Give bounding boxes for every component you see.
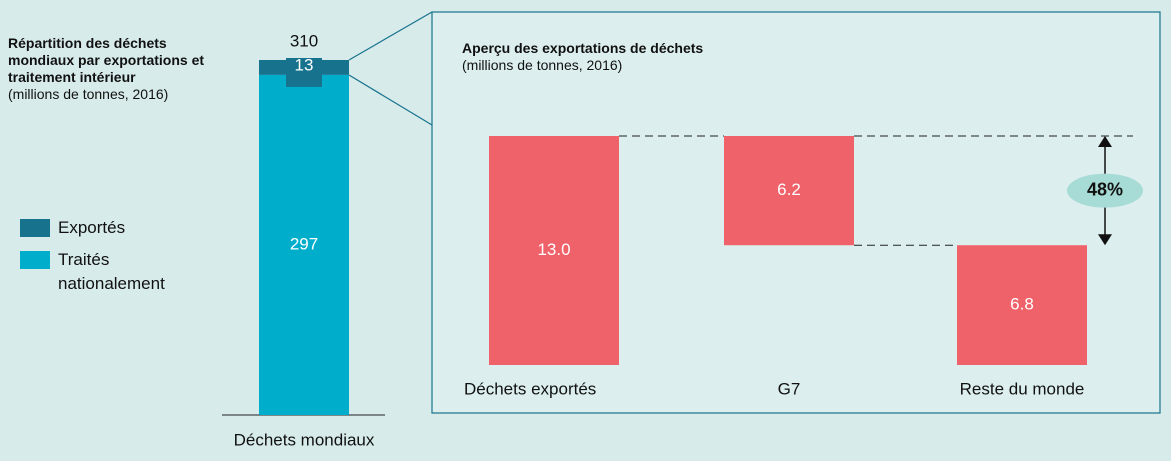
bar xyxy=(957,245,1087,365)
bar xyxy=(489,136,619,365)
left-heading: Répartition des déchets mondiaux par exp… xyxy=(8,35,228,103)
legend-label: Exportés xyxy=(58,218,126,237)
value-label: 13.0 xyxy=(537,240,570,259)
right-title: Aperçu des exportations de déchets xyxy=(462,40,704,56)
annotation: 48% xyxy=(1087,179,1123,199)
left-subtitle: (millions de tonnes, 2016) xyxy=(8,86,169,102)
value-label: 6.8 xyxy=(1010,295,1034,314)
label-box xyxy=(286,58,322,87)
right-heading: Aperçu des exportations de déchets (mill… xyxy=(462,40,862,74)
value-label: 297 xyxy=(290,234,318,253)
annotation-bubble xyxy=(1067,173,1143,208)
legend-swatch xyxy=(20,251,50,269)
value-label: 6.2 xyxy=(777,180,801,199)
left-title: Répartition des déchets mondiaux par exp… xyxy=(8,35,205,85)
arrow-head xyxy=(1098,234,1112,246)
total-label: 310 xyxy=(290,31,318,50)
bar xyxy=(724,136,854,246)
legend-label: Traités nationalement xyxy=(58,250,165,293)
x-tick-label: G7 xyxy=(778,379,801,398)
x-tick-label: Déchets exportés xyxy=(464,379,596,398)
connector xyxy=(348,74,433,126)
x-tick-label: Reste du monde xyxy=(960,379,1085,398)
legend-swatch xyxy=(20,219,50,237)
right-subtitle: (millions de tonnes, 2016) xyxy=(462,57,623,73)
arrow-head xyxy=(1098,136,1112,147)
value-label: 13 xyxy=(295,55,314,74)
x-tick-label: Déchets mondiaux xyxy=(234,430,375,449)
bar-segment xyxy=(259,74,349,416)
connector xyxy=(348,11,433,61)
